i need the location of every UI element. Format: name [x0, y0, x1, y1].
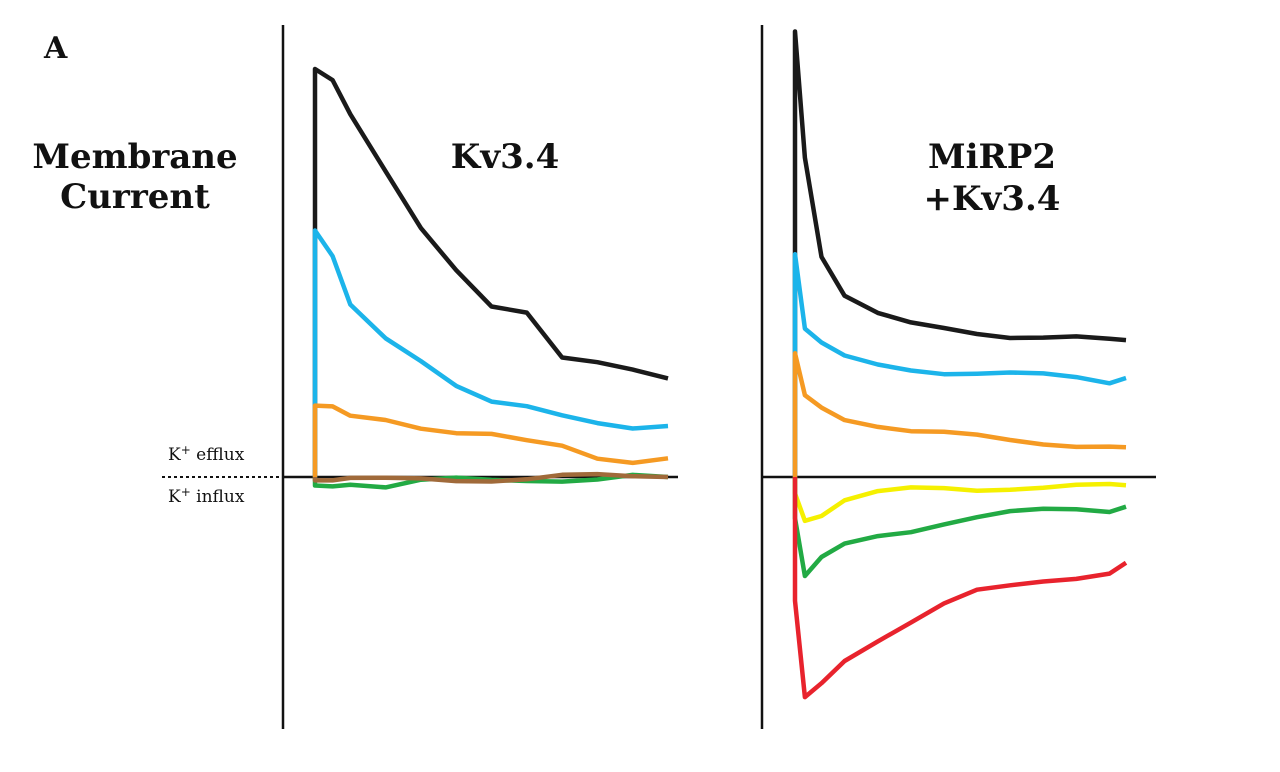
panel2-yellow-trace	[792, 477, 1127, 524]
efflux-label: K+ efflux	[168, 443, 245, 465]
influx-label: K+ influx	[168, 485, 245, 507]
panel2-series	[792, 29, 1128, 700]
panel2-blue-trace	[792, 251, 1127, 477]
panel2-black-trace	[792, 29, 1127, 477]
ylabel-line1: Membrane	[32, 137, 237, 177]
panel1-title-line1: Kv3.4	[451, 137, 559, 177]
panel2-orange-trace	[792, 351, 1127, 477]
panel2-red-trace	[792, 477, 1128, 700]
panel1-brown-trace	[312, 471, 669, 484]
panel1-green-trace	[312, 472, 669, 490]
ylabel-line2: Current	[60, 177, 210, 217]
panel-letter: A	[43, 31, 68, 66]
panel2-green-trace	[792, 477, 1127, 579]
panel1-series	[312, 66, 669, 490]
panel2-title-line1: MiRP2	[928, 137, 1056, 177]
panel1-blue-trace	[312, 228, 669, 477]
panel1-orange-trace	[312, 403, 669, 477]
panel1-black-trace	[312, 66, 669, 477]
panel2-title-line2: +Kv3.4	[924, 179, 1061, 219]
